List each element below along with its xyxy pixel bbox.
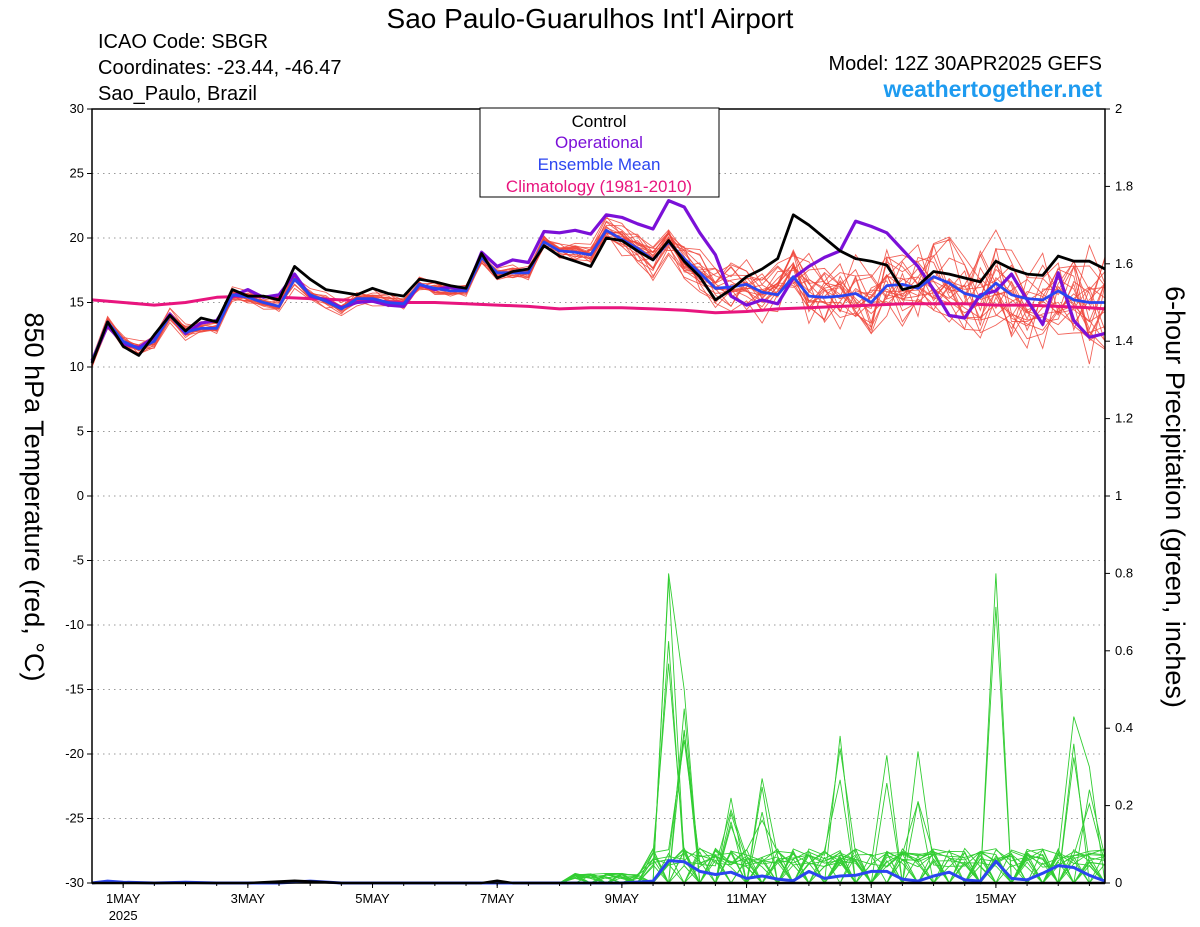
x-tick-year: 2025 xyxy=(109,908,138,923)
member-precipitation-line xyxy=(92,783,1106,885)
y-axis-label: 850 hPa Temperature (red, °C) xyxy=(19,313,49,682)
main-series xyxy=(90,199,1106,885)
icao-code: ICAO Code: SBGR xyxy=(98,31,268,53)
grid-lines xyxy=(92,173,1105,819)
y-tick-label: -10 xyxy=(65,617,84,632)
y-tick-label: -5 xyxy=(72,553,84,568)
y-tick-label: 0 xyxy=(77,488,84,503)
member-temperature-line xyxy=(91,224,1106,361)
member-precipitation-line xyxy=(92,802,1106,885)
legend-box xyxy=(479,107,720,198)
y2-tick-label: 1 xyxy=(1115,488,1122,503)
x-tick-label: 11MAY xyxy=(726,891,767,906)
x-tick-label: 9MAY xyxy=(605,891,640,906)
operational-line xyxy=(90,199,1106,362)
y2-tick-label: 0.8 xyxy=(1115,565,1133,580)
y2-tick-label: 0.2 xyxy=(1115,798,1133,813)
legend-operational: Operational xyxy=(555,133,643,152)
y2-tick-label: 1.2 xyxy=(1115,411,1133,426)
legend-climatology: Climatology (1981-2010) xyxy=(506,177,692,196)
y2-tick-label: 1.6 xyxy=(1115,256,1133,271)
y2-tick-label: 1.4 xyxy=(1115,333,1133,348)
y-tick-label: 25 xyxy=(70,166,84,181)
ensemble-mean-line xyxy=(90,228,1105,363)
member-precipitation-line xyxy=(92,606,1106,885)
x-tick-label: 3MAY xyxy=(231,891,266,906)
y-tick-label: -25 xyxy=(65,811,84,826)
member-precipitation-line xyxy=(92,779,1106,885)
x-tick-label: 1MAY xyxy=(106,891,141,906)
x-tick-label: 15MAY xyxy=(975,891,1017,906)
y2-tick-label: 0.6 xyxy=(1115,643,1133,658)
member-temperature-line xyxy=(91,233,1106,364)
y-tick-label: 10 xyxy=(70,359,84,374)
member-precipitation-line xyxy=(92,641,1105,885)
ensemble-members-precipitation xyxy=(92,573,1106,885)
site-link[interactable]: weathertogether.net xyxy=(882,76,1102,102)
y-tick-label: -30 xyxy=(65,875,84,890)
control-line xyxy=(90,213,1106,364)
legend-control: Control xyxy=(572,112,627,131)
member-precipitation-line xyxy=(92,573,1106,885)
coordinates: Coordinates: -23.44, -46.47 xyxy=(98,57,342,79)
x-tick-label: 7MAY xyxy=(480,891,515,906)
model-run: Model: 12Z 30APR2025 GEFS xyxy=(829,53,1102,75)
y2-tick-label: 2 xyxy=(1115,101,1122,116)
y2-tick-label: 1.8 xyxy=(1115,178,1133,193)
y-tick-label: 30 xyxy=(70,101,84,116)
member-precipitation-line xyxy=(92,812,1106,885)
y-tick-label: -15 xyxy=(65,682,84,697)
y-tick-label: 20 xyxy=(70,230,84,245)
y2-tick-label: 0.4 xyxy=(1115,720,1133,735)
legend: Control Operational Ensemble Mean Climat… xyxy=(479,107,720,198)
legend-ensemble-mean: Ensemble Mean xyxy=(538,155,661,174)
member-temperature-line xyxy=(91,215,1106,365)
tick-labels: 302520151050-5-10-15-20-25-3021.81.61.41… xyxy=(65,101,1133,923)
y-tick-label: 5 xyxy=(77,424,84,439)
y2-axis-label: 6-hour Precipitation (green, inches) xyxy=(1160,286,1190,708)
chart-title: Sao Paulo-Guarulhos Int'l Airport xyxy=(387,3,794,34)
y-tick-label: -20 xyxy=(65,746,84,761)
x-tick-label: 13MAY xyxy=(850,891,892,906)
y-tick-label: 15 xyxy=(70,295,84,310)
member-precipitation-line xyxy=(92,663,1106,884)
member-precipitation-line xyxy=(92,578,1106,884)
x-tick-label: 5MAY xyxy=(355,891,390,906)
location: Sao_Paulo, Brazil xyxy=(98,83,257,105)
y2-tick-label: 0 xyxy=(1115,875,1122,890)
